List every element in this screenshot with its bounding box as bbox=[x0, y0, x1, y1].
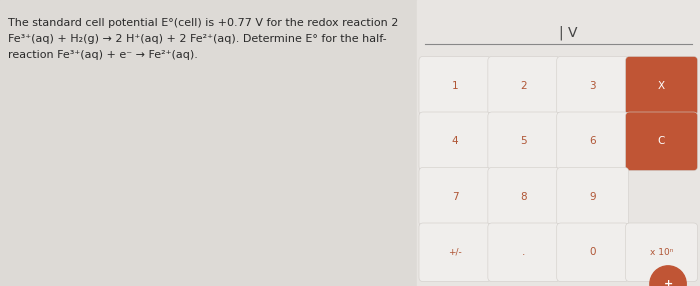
Text: 3: 3 bbox=[589, 81, 596, 91]
FancyBboxPatch shape bbox=[556, 57, 629, 115]
FancyBboxPatch shape bbox=[488, 168, 560, 226]
Circle shape bbox=[650, 266, 686, 286]
FancyBboxPatch shape bbox=[556, 112, 629, 170]
Text: 7: 7 bbox=[452, 192, 458, 202]
FancyBboxPatch shape bbox=[488, 112, 560, 170]
Text: 5: 5 bbox=[521, 136, 527, 146]
Text: 4: 4 bbox=[452, 136, 458, 146]
Text: 0: 0 bbox=[589, 247, 596, 257]
Text: 2: 2 bbox=[521, 81, 527, 91]
Text: x 10ⁿ: x 10ⁿ bbox=[650, 248, 673, 257]
FancyBboxPatch shape bbox=[556, 223, 629, 281]
Bar bbox=[416, 0, 700, 286]
Text: .: . bbox=[522, 247, 526, 257]
Text: reaction Fe³⁺(aq) + e⁻ → Fe²⁺(aq).: reaction Fe³⁺(aq) + e⁻ → Fe²⁺(aq). bbox=[8, 50, 198, 60]
FancyBboxPatch shape bbox=[626, 112, 697, 170]
FancyBboxPatch shape bbox=[419, 112, 491, 170]
Text: +/-: +/- bbox=[448, 248, 462, 257]
FancyBboxPatch shape bbox=[556, 168, 629, 226]
Text: | V: | V bbox=[559, 26, 578, 41]
Text: 9: 9 bbox=[589, 192, 596, 202]
FancyBboxPatch shape bbox=[419, 223, 491, 281]
FancyBboxPatch shape bbox=[488, 57, 560, 115]
Text: C: C bbox=[658, 136, 665, 146]
FancyBboxPatch shape bbox=[626, 57, 697, 115]
Text: X: X bbox=[658, 81, 665, 91]
Text: Fe³⁺(aq) + H₂(g) → 2 H⁺(aq) + 2 Fe²⁺(aq). Determine E° for the half-: Fe³⁺(aq) + H₂(g) → 2 H⁺(aq) + 2 Fe²⁺(aq)… bbox=[8, 34, 386, 44]
FancyBboxPatch shape bbox=[488, 223, 560, 281]
Text: 6: 6 bbox=[589, 136, 596, 146]
Text: The standard cell potential E°(cell) is +0.77 V for the redox reaction 2: The standard cell potential E°(cell) is … bbox=[8, 18, 398, 28]
FancyBboxPatch shape bbox=[419, 168, 491, 226]
FancyBboxPatch shape bbox=[626, 223, 697, 281]
Text: 8: 8 bbox=[521, 192, 527, 202]
Text: +: + bbox=[664, 279, 673, 286]
Text: 1: 1 bbox=[452, 81, 458, 91]
FancyBboxPatch shape bbox=[419, 57, 491, 115]
